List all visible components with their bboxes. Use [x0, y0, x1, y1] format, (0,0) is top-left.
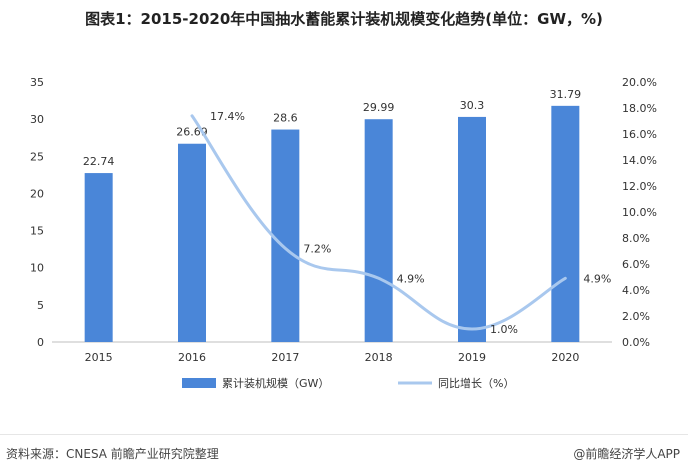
right-tick-label: 18.0%: [622, 102, 657, 115]
right-tick-label: 20.0%: [622, 76, 657, 89]
right-tick-label: 16.0%: [622, 128, 657, 141]
bar: [271, 129, 300, 342]
left-tick-label: 30: [30, 113, 44, 126]
left-tick-label: 25: [30, 150, 44, 163]
bar: [364, 119, 393, 343]
bar-value-label: 29.99: [363, 101, 395, 114]
bar: [458, 116, 486, 343]
right-tick-label: 4.0%: [622, 284, 650, 297]
bar-value-label: 28.6: [273, 112, 298, 125]
x-tick-label: 2019: [458, 351, 486, 364]
bar-series: [84, 105, 580, 343]
bar: [84, 173, 113, 342]
right-tick-label: 12.0%: [622, 180, 657, 193]
chart-title: 图表1：2015-2020年中国抽水蓄能累计装机规模变化趋势(单位：GW，%): [85, 10, 603, 28]
line-series: [190, 114, 567, 331]
left-tick-label: 10: [30, 262, 44, 275]
right-tick-label: 14.0%: [622, 154, 657, 167]
right-tick-label: 2.0%: [622, 310, 650, 323]
bar-value-label: 22.74: [83, 155, 115, 168]
right-tick-label: 6.0%: [622, 258, 650, 271]
legend-bar-label: 累计装机规模（GW）: [222, 376, 329, 390]
source-note: 资料来源：CNESA 前瞻产业研究院整理: [6, 447, 219, 461]
x-tick-label: 2018: [365, 351, 393, 364]
line-value-label: 7.2%: [303, 242, 331, 255]
line-value-label: 1.0%: [490, 323, 518, 336]
legend: 累计装机规模（GW） 同比增长（%）: [182, 376, 514, 390]
credit-note: @前瞻经济学人APP: [573, 447, 680, 461]
right-tick-label: 8.0%: [622, 232, 650, 245]
left-y-axis: 0 5 10 15 20 25 30 35: [30, 76, 44, 349]
footer-divider: [0, 434, 688, 435]
right-tick-label: 10.0%: [622, 206, 657, 219]
legend-line-label: 同比增长（%）: [438, 376, 514, 390]
x-axis: 2015 2016 2017 2018 2019 2020: [52, 341, 612, 364]
x-tick-label: 2015: [85, 351, 113, 364]
growth-line: [190, 114, 567, 331]
legend-bar-swatch: [182, 378, 216, 388]
line-value-label: 4.9%: [583, 272, 611, 285]
left-tick-label: 5: [37, 299, 44, 312]
line-value-label: 17.4%: [210, 110, 245, 123]
left-tick-label: 35: [30, 76, 44, 89]
bar: [551, 105, 580, 343]
right-tick-label: 0.0%: [622, 336, 650, 349]
left-tick-label: 0: [37, 336, 44, 349]
bar: [178, 143, 206, 342]
x-tick-label: 2017: [271, 351, 299, 364]
line-data-labels: 17.4% 7.2% 4.9% 1.0% 4.9%: [210, 110, 611, 336]
bar-value-label: 31.79: [550, 88, 582, 101]
right-y-axis: 0.0% 2.0% 4.0% 6.0% 8.0% 10.0% 12.0% 14.0% 16.0%…: [622, 76, 657, 349]
left-tick-label: 15: [30, 225, 44, 238]
left-tick-label: 20: [30, 187, 44, 200]
x-tick-label: 2020: [551, 351, 579, 364]
x-tick-label: 2016: [178, 351, 206, 364]
line-value-label: 4.9%: [397, 272, 425, 285]
bar-value-label: 30.3: [460, 99, 485, 112]
